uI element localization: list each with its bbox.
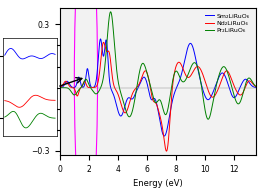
Pr₂LiRuO₆	[248, 77, 252, 80]
Nd₂LiRuO₆	[102, 41, 105, 43]
Nd₂LiRuO₆	[153, 101, 157, 104]
Sm₂LiRuO₆	[148, 95, 152, 97]
Sm₂LiRuO₆	[248, 83, 252, 85]
X-axis label: Energy (eV): Energy (eV)	[133, 179, 183, 188]
Pr₂LiRuO₆	[153, 101, 157, 103]
Nd₂LiRuO₆	[148, 84, 152, 87]
Line: Pr₂LiRuO₆: Pr₂LiRuO₆	[60, 12, 256, 119]
Legend: Sm₂LiRuO₆, Nd₂LiRuO₆, Pr₂LiRuO₆: Sm₂LiRuO₆, Nd₂LiRuO₆, Pr₂LiRuO₆	[202, 11, 253, 36]
Nd₂LiRuO₆	[68, 85, 72, 88]
Line: Nd₂LiRuO₆: Nd₂LiRuO₆	[60, 42, 256, 151]
Nd₂LiRuO₆	[249, 80, 252, 82]
Sm₂LiRuO₆	[249, 83, 252, 85]
Sm₂LiRuO₆	[254, 86, 257, 89]
Pr₂LiRuO₆	[249, 77, 252, 80]
Pr₂LiRuO₆	[58, 86, 61, 89]
Pr₂LiRuO₆	[109, 11, 112, 13]
Pr₂LiRuO₆	[148, 83, 152, 85]
Nd₂LiRuO₆	[213, 95, 216, 98]
Pr₂LiRuO₆	[68, 89, 72, 91]
Y-axis label: Δn(ω): Δn(ω)	[17, 69, 26, 94]
Pr₂LiRuO₆	[254, 85, 257, 87]
Sm₂LiRuO₆	[58, 86, 61, 89]
Nd₂LiRuO₆	[254, 85, 257, 88]
Pr₂LiRuO₆	[206, 118, 210, 120]
Sm₂LiRuO₆	[213, 88, 216, 90]
Sm₂LiRuO₆	[163, 135, 166, 137]
Nd₂LiRuO₆	[58, 86, 61, 88]
Nd₂LiRuO₆	[165, 150, 168, 152]
Sm₂LiRuO₆	[68, 84, 72, 86]
Sm₂LiRuO₆	[99, 38, 102, 40]
Nd₂LiRuO₆	[248, 80, 252, 82]
Sm₂LiRuO₆	[153, 98, 157, 100]
Pr₂LiRuO₆	[213, 94, 216, 96]
Line: Sm₂LiRuO₆: Sm₂LiRuO₆	[60, 39, 256, 136]
